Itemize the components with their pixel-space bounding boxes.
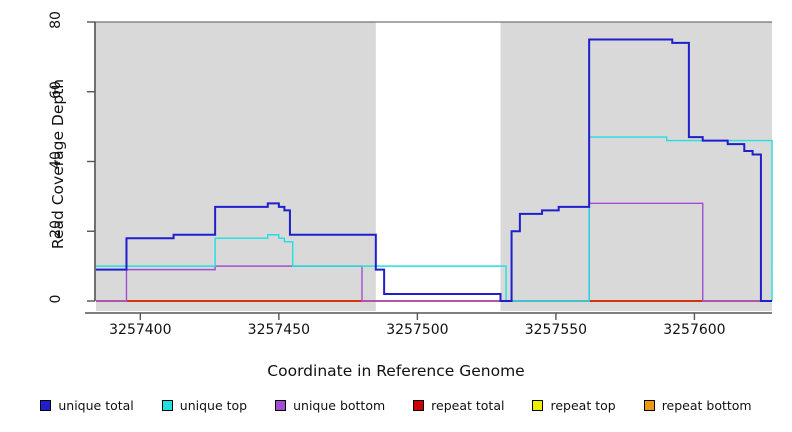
panel-background-right: [500, 22, 772, 311]
series-unique-total: [96, 38, 772, 302]
x-tick-label-3257600: 3257600: [663, 322, 726, 338]
y-tick-label-0: 0: [48, 294, 64, 304]
legend-item-unique-total[interactable]: unique total: [40, 398, 134, 413]
legend-item-repeat-top[interactable]: repeat top: [532, 398, 616, 413]
legend-item-unique-top[interactable]: unique top: [161, 398, 248, 413]
x-tick-label-3257500: 3257500: [386, 322, 449, 338]
x-tick-label-3257450: 3257450: [247, 322, 311, 338]
legend-label: repeat top: [550, 398, 616, 413]
legend-swatch-icon: [643, 400, 655, 411]
legend-label: unique top: [179, 398, 248, 413]
legend-label: unique bottom: [293, 398, 386, 413]
x-tick-label-3257550: 3257550: [524, 322, 588, 338]
y-tick-label-60: 60: [48, 80, 64, 99]
x-axis-title: Coordinate in Reference Genome: [267, 362, 525, 380]
legend-label: unique total: [58, 398, 134, 413]
legend-swatch-icon: [413, 400, 425, 411]
legend-item-repeat-bottom[interactable]: repeat bottom: [643, 398, 752, 413]
y-tick-label-40: 40: [48, 150, 64, 169]
y-tick-label-80: 80: [48, 11, 64, 29]
legend-swatch-icon: [40, 400, 52, 411]
y-tick-label-20: 20: [48, 220, 64, 239]
series-unique-top: [96, 136, 773, 302]
legend-label: repeat bottom: [661, 398, 752, 413]
panel-background-left: [96, 22, 376, 311]
legend-swatch-icon: [161, 400, 173, 411]
legend-swatch-icon: [275, 400, 287, 411]
legend-item-repeat-total[interactable]: repeat total: [413, 398, 504, 413]
legend-swatch-icon: [532, 400, 544, 411]
legend-item-unique-bottom[interactable]: unique bottom: [275, 398, 385, 413]
legend-label: repeat total: [431, 398, 505, 413]
x-tick-label-3257400: 3257400: [109, 322, 172, 338]
chart-legend: unique total unique top unique bottom repea…: [0, 398, 792, 413]
